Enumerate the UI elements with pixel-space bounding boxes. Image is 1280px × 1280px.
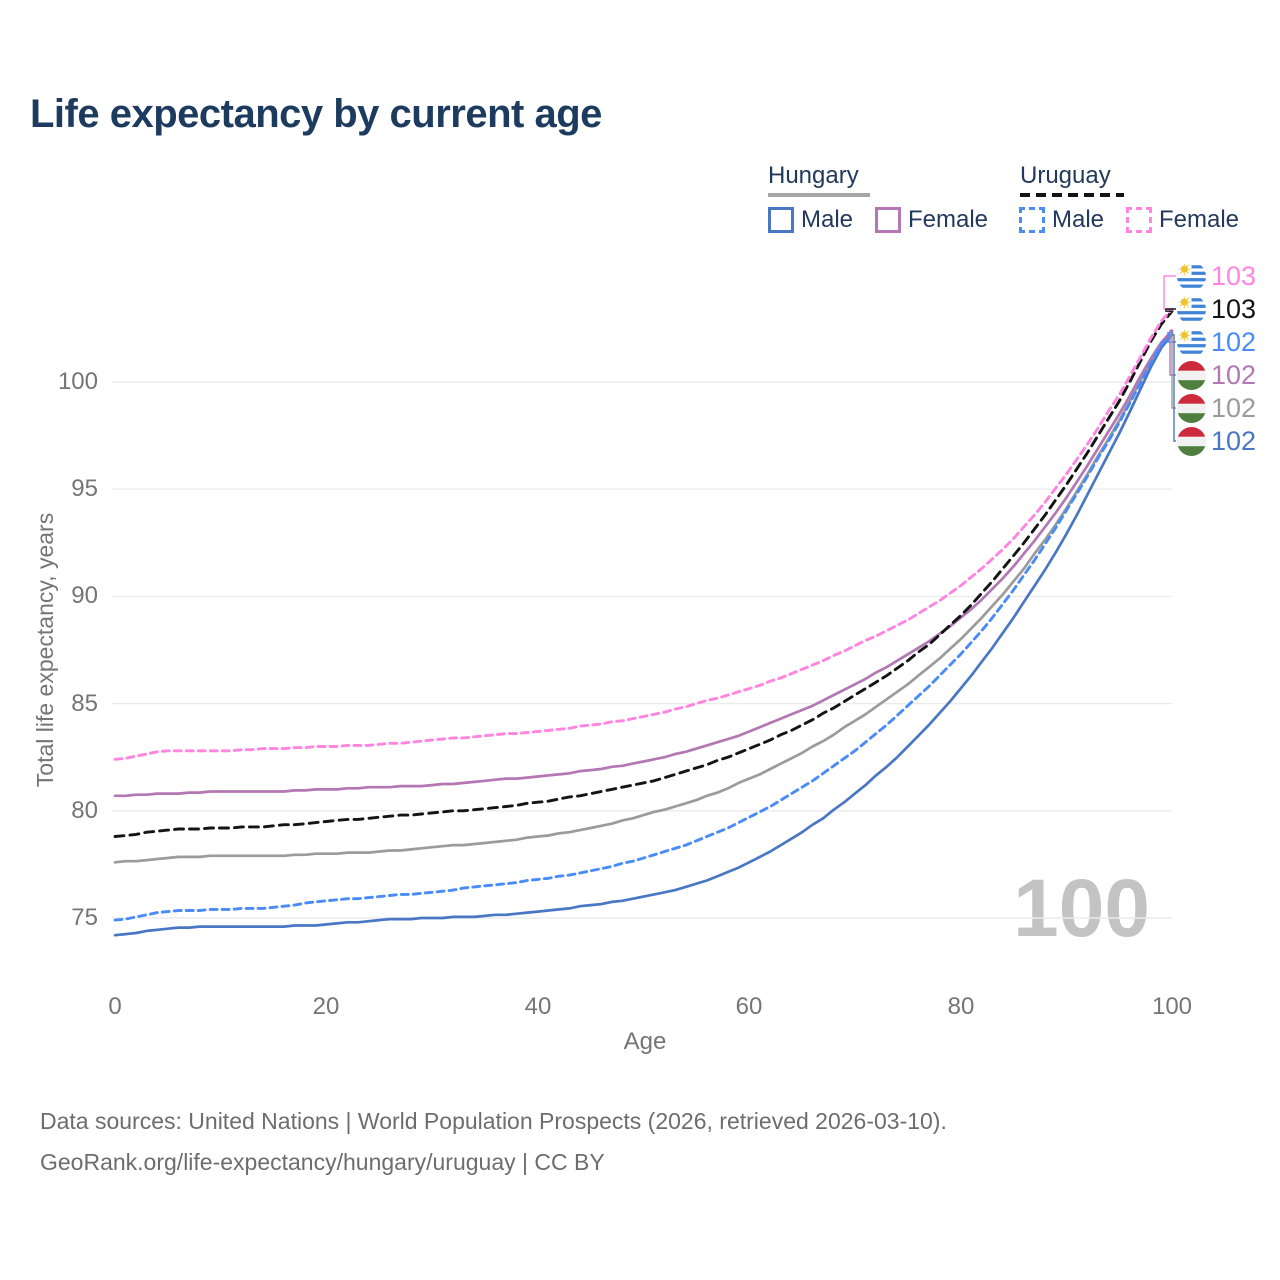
x-tick-20: 20 — [312, 993, 340, 1020]
end-value-hungary-total: 102 — [1211, 392, 1257, 423]
end-value-uruguay-male: 102 — [1211, 326, 1257, 357]
legend-group-uruguay[interactable]: Uruguay — [1020, 162, 1111, 189]
end-value-hungary-male: 102 — [1211, 425, 1257, 456]
series-line-hungary-female[interactable] — [113, 329, 1174, 798]
uruguay-flag-icon — [1177, 294, 1206, 324]
end-label-row-uruguay-male: 102 — [1177, 326, 1256, 358]
y-tick-80: 80 — [71, 797, 98, 824]
age-watermark: 100 — [1013, 863, 1150, 954]
end-label-row-uruguay-total: 103 — [1177, 293, 1256, 325]
legend-label-uruguay-female[interactable]: Female — [1159, 206, 1240, 233]
legend-label-hungary-male[interactable]: Male — [801, 206, 854, 233]
legend-uruguay-dashed-line-swatch — [1020, 193, 1124, 197]
series-line-hungary[interactable] — [113, 331, 1174, 864]
x-tick-0: 0 — [108, 993, 122, 1020]
legend-label-hungary-female[interactable]: Female — [908, 206, 989, 233]
end-label-row-hungary-female: 102 — [1177, 359, 1256, 391]
end-value-uruguay-total: 103 — [1211, 293, 1257, 324]
legend-label-uruguay-male[interactable]: Male — [1052, 206, 1105, 233]
hungary-flag-icon — [1177, 360, 1206, 390]
series-line-uruguay-female[interactable] — [113, 307, 1174, 761]
end-value-uruguay-female: 103 — [1211, 260, 1257, 291]
hungary-flag-icon — [1177, 393, 1206, 423]
leader-line-0 — [1163, 275, 1176, 310]
end-label-row-hungary-total: 102 — [1177, 392, 1256, 424]
end-label-row-uruguay-female: 103 — [1177, 260, 1256, 292]
legend-swatch-hungary-female[interactable] — [875, 207, 901, 233]
series-line-hungary-male[interactable] — [113, 333, 1174, 937]
x-tick-60: 60 — [735, 993, 763, 1020]
leader-line-5 — [1172, 334, 1176, 442]
series-line-uruguay[interactable] — [113, 309, 1174, 838]
end-value-hungary-female: 102 — [1211, 359, 1257, 390]
series-line-uruguay-male[interactable] — [113, 331, 1174, 922]
leader-line-3 — [1169, 329, 1176, 376]
y-tick-90: 90 — [71, 582, 98, 609]
hungary-flag-icon — [1177, 426, 1206, 456]
x-tick-40: 40 — [524, 993, 552, 1020]
x-axis-title: Age — [623, 1028, 667, 1055]
legend-hungary-solid-line-swatch — [768, 193, 870, 197]
footer-attribution: GeoRank.org/life-expectancy/hungary/urug… — [40, 1149, 605, 1175]
uruguay-flag-icon — [1177, 261, 1206, 291]
y-tick-95: 95 — [71, 475, 98, 502]
y-tick-85: 85 — [71, 690, 98, 717]
leader-line-1 — [1165, 308, 1176, 312]
legend-swatch-uruguay-female[interactable] — [1126, 207, 1152, 233]
x-tick-100: 100 — [1151, 993, 1193, 1020]
legend-group-hungary[interactable]: Hungary — [768, 162, 859, 189]
legend-swatch-hungary-male[interactable] — [768, 207, 794, 233]
end-label-row-hungary-male: 102 — [1177, 425, 1256, 457]
x-tick-80: 80 — [947, 993, 975, 1020]
y-tick-100: 100 — [57, 368, 98, 395]
uruguay-flag-icon — [1177, 327, 1206, 357]
footer-data-sources: Data sources: United Nations | World Pop… — [40, 1108, 947, 1134]
page-title: Life expectancy by current age — [30, 92, 602, 136]
legend-swatch-uruguay-male[interactable] — [1019, 207, 1045, 233]
y-tick-75: 75 — [71, 904, 98, 931]
